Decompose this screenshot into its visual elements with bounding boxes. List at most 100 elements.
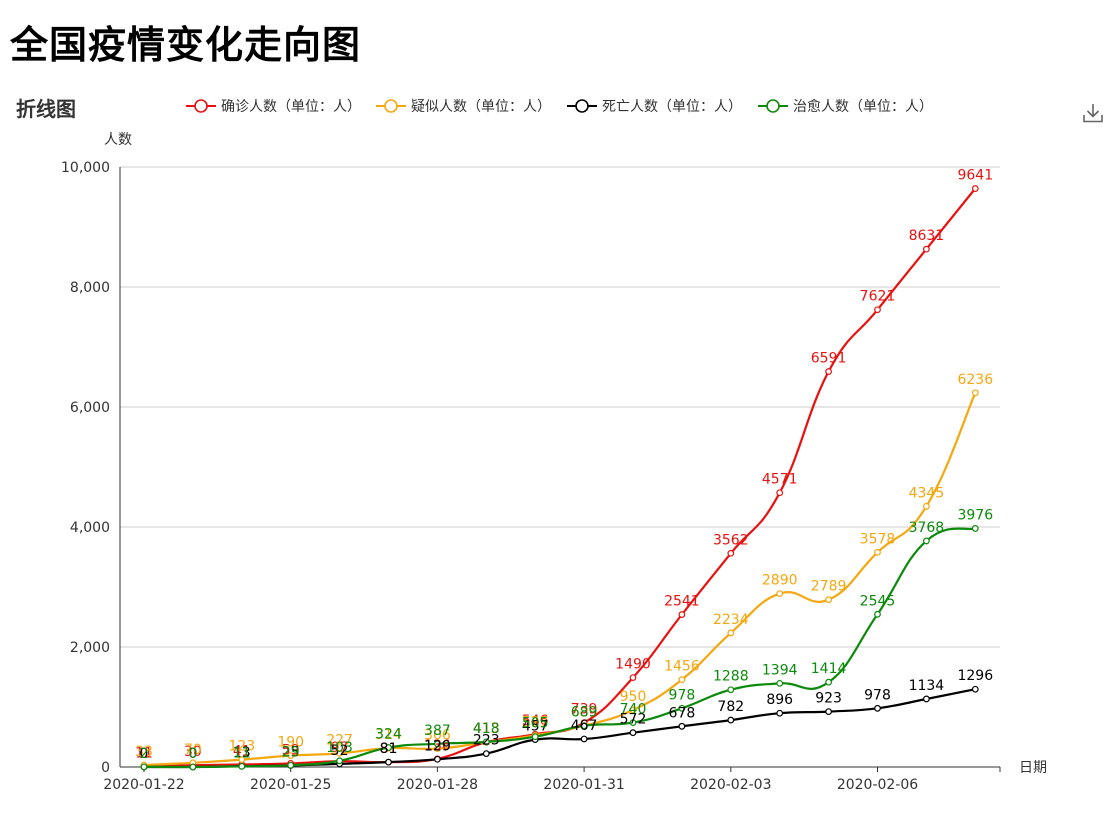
legend-label: 治愈人数（单位：人） xyxy=(793,99,933,115)
data-point[interactable] xyxy=(825,368,832,375)
y-axis-label: 人数 xyxy=(104,132,132,148)
data-point[interactable] xyxy=(238,762,246,770)
data-label: 0 xyxy=(140,746,149,762)
data-label: 2 xyxy=(140,746,149,762)
data-point[interactable] xyxy=(874,548,881,556)
data-point[interactable] xyxy=(923,245,930,253)
data-point[interactable] xyxy=(434,740,441,748)
data-label: 1414 xyxy=(811,661,847,677)
data-point[interactable] xyxy=(776,709,784,717)
data-label: 227 xyxy=(326,732,353,748)
legend-item[interactable]: 疑似人数（单位：人） xyxy=(376,99,551,115)
data-point[interactable] xyxy=(482,738,490,746)
data-label: 70 xyxy=(184,742,202,758)
data-point[interactable] xyxy=(629,706,637,714)
data-point[interactable] xyxy=(678,704,686,712)
data-label: 29 xyxy=(282,744,300,760)
legend-marker xyxy=(575,99,589,113)
data-label: 52 xyxy=(331,743,349,759)
data-point[interactable] xyxy=(482,750,490,758)
data-point[interactable] xyxy=(727,686,735,694)
grid-lines xyxy=(120,166,1000,648)
data-point[interactable] xyxy=(629,729,637,737)
y-tick-label: 6,000 xyxy=(70,400,110,416)
data-label: 0 xyxy=(188,746,197,762)
legend-marker xyxy=(194,99,208,113)
data-point[interactable] xyxy=(189,763,197,771)
data-label: 103 xyxy=(326,740,353,756)
data-point[interactable] xyxy=(923,502,930,510)
data-point[interactable] xyxy=(629,719,637,726)
data-label: 3768 xyxy=(909,520,945,536)
data-label: 13 xyxy=(233,745,251,761)
x-axis-label: 日期 xyxy=(1019,760,1047,776)
data-label: 572 xyxy=(620,712,647,728)
legend-item[interactable]: 治愈人数（单位：人） xyxy=(758,99,933,115)
data-label: 81 xyxy=(380,741,398,757)
data-point[interactable] xyxy=(825,678,832,686)
data-point[interactable] xyxy=(531,733,539,741)
data-label: 2890 xyxy=(762,573,798,589)
data-label: 2545 xyxy=(860,593,896,609)
y-tick-label: 10,000 xyxy=(61,160,110,176)
data-point[interactable] xyxy=(776,679,784,687)
x-tick-label: 2020-01-28 xyxy=(397,777,478,793)
data-label: 527 xyxy=(522,714,549,730)
data-point[interactable] xyxy=(825,708,832,716)
data-point[interactable] xyxy=(140,763,148,771)
legend-marker xyxy=(766,99,780,113)
data-point[interactable] xyxy=(727,716,735,724)
data-point[interactable] xyxy=(678,611,686,618)
data-point[interactable] xyxy=(385,744,392,751)
data-label: 4345 xyxy=(909,485,945,501)
data-point[interactable] xyxy=(971,525,979,532)
data-point[interactable] xyxy=(874,306,881,314)
legend-item[interactable]: 确诊人数（单位：人） xyxy=(186,99,361,115)
data-point[interactable] xyxy=(874,704,881,712)
data-label: 923 xyxy=(815,691,842,707)
data-label: 1490 xyxy=(615,657,651,673)
data-label: 413 xyxy=(473,721,500,737)
data-label: 0 xyxy=(188,746,197,762)
data-label: 1296 xyxy=(957,668,993,684)
data-point[interactable] xyxy=(678,676,686,684)
data-point[interactable] xyxy=(678,722,686,730)
data-point[interactable] xyxy=(336,757,344,765)
data-label: 4571 xyxy=(762,472,798,488)
data-point[interactable] xyxy=(336,749,344,757)
data-label: 33 xyxy=(135,744,153,760)
download-icon[interactable] xyxy=(1082,102,1104,124)
data-point[interactable] xyxy=(971,185,979,192)
x-tick-label: 2020-01-25 xyxy=(250,777,331,793)
data-point[interactable] xyxy=(238,756,246,764)
chart-title: 折线图 xyxy=(16,97,76,121)
data-point[interactable] xyxy=(287,761,295,769)
data-point[interactable] xyxy=(727,629,735,637)
data-point[interactable] xyxy=(629,674,637,681)
legend-label: 确诊人数（单位：人） xyxy=(221,99,361,115)
data-label: 129 xyxy=(424,738,451,754)
data-point[interactable] xyxy=(971,685,979,693)
data-label: 41 xyxy=(233,744,251,760)
data-point[interactable] xyxy=(287,752,295,759)
data-point[interactable] xyxy=(580,722,588,730)
data-label: 1134 xyxy=(909,678,945,694)
data-point[interactable] xyxy=(971,389,979,397)
data-point[interactable] xyxy=(434,755,441,763)
data-point[interactable] xyxy=(874,610,881,618)
data-point[interactable] xyxy=(923,537,930,545)
data-label: 418 xyxy=(473,721,500,737)
data-point[interactable] xyxy=(385,758,392,766)
data-label: 25 xyxy=(282,745,300,761)
data-point[interactable] xyxy=(776,489,784,497)
data-label: 11 xyxy=(135,745,153,761)
data-point[interactable] xyxy=(923,695,930,703)
data-point[interactable] xyxy=(580,735,588,743)
data-point[interactable] xyxy=(825,596,832,604)
x-tick-label: 2020-01-31 xyxy=(543,777,624,793)
data-point[interactable] xyxy=(776,590,784,597)
legend-item[interactable]: 死亡人数（单位：人） xyxy=(567,99,742,115)
data-point[interactable] xyxy=(727,549,735,557)
